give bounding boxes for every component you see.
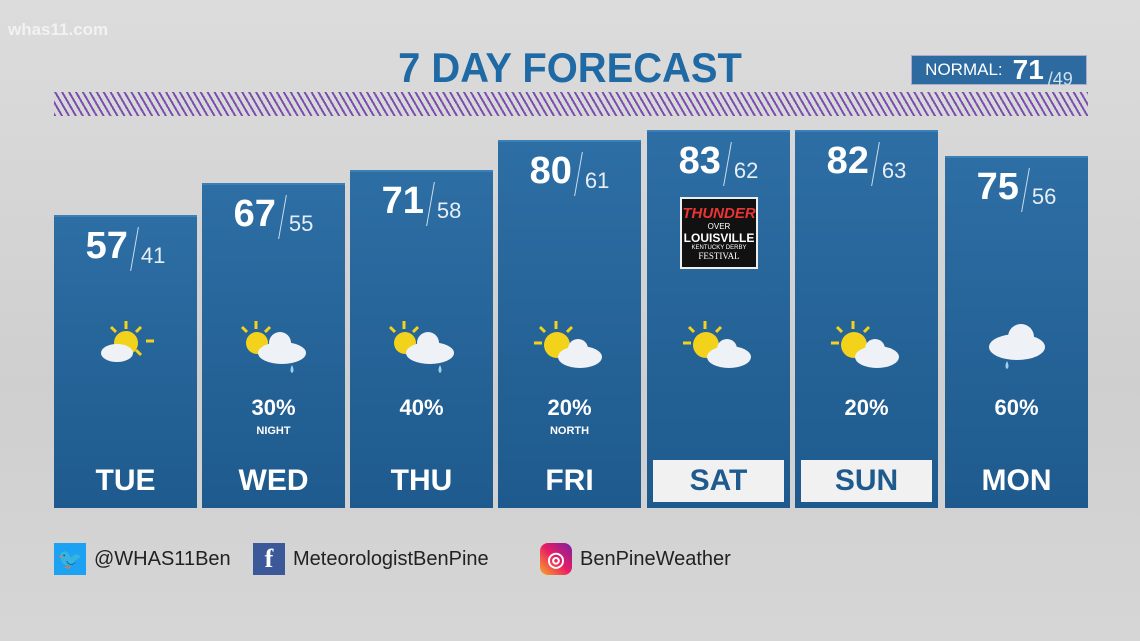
high-temp: 75: [976, 166, 1019, 208]
day-label: WED: [238, 464, 309, 497]
temp-divider: [278, 195, 287, 239]
normal-temps-badge: NORMAL: 71 /49: [911, 54, 1087, 89]
partly-cloudy-icon: [498, 317, 641, 382]
forecast-day-tue: 57 41 TUE: [54, 215, 197, 508]
day-label: TUE: [95, 464, 156, 497]
precip-note: NORTH: [549, 425, 590, 437]
day-label: SUN: [801, 460, 932, 502]
low-temp: 62: [733, 158, 759, 183]
decorative-stripe: [54, 92, 1088, 116]
temp-divider: [130, 227, 139, 271]
low-temp: 41: [140, 243, 166, 268]
day-label: FRI: [545, 464, 594, 497]
normal-high: 71: [1012, 54, 1044, 85]
temp-divider: [871, 142, 880, 186]
forecast-day-wed: 67 55 30% NIGHT WED: [202, 183, 345, 508]
forecast-day-mon: 75 56 60% MON: [945, 156, 1088, 508]
station-logo: whas11.com: [8, 20, 109, 39]
page-title: 7 DAY FORECAST: [398, 44, 742, 91]
precip-note: NIGHT: [256, 425, 291, 437]
high-temp: 83: [678, 140, 721, 182]
sunny-partly-cloudy-icon: [54, 317, 197, 382]
low-temp: 63: [881, 158, 907, 183]
high-temp: 57: [85, 225, 128, 267]
thunder-over-louisville-logo: THUNDER OVER LOUISVILLE KENTUCKY DERBY FESTI…: [680, 197, 758, 269]
low-temp: 61: [584, 168, 610, 193]
normal-low: /49: [1047, 68, 1073, 89]
twitter-handle: 🐦 @WHAS11Ben: [54, 543, 231, 575]
facebook-text: MeteorologistBenPine: [293, 547, 489, 570]
temp-divider: [723, 142, 732, 186]
precip-chance: 20%: [844, 395, 889, 420]
partly-cloudy-shower-icon: [350, 317, 493, 382]
partly-cloudy-icon: [647, 317, 790, 382]
low-temp: 55: [288, 211, 314, 236]
forecast-day-sun: 82 63 20% SUN: [795, 130, 938, 508]
partly-cloudy-shower-icon: [202, 317, 345, 382]
partly-cloudy-icon: [795, 317, 938, 382]
twitter-text: @WHAS11Ben: [94, 547, 231, 570]
temp-divider: [1021, 168, 1030, 212]
temp-divider: [426, 182, 435, 226]
forecast-day-thu: 71 58 40% THU: [350, 170, 493, 508]
day-label: MON: [981, 464, 1052, 497]
facebook-icon: f: [253, 543, 285, 575]
cloud-shower-icon: [945, 317, 1088, 382]
normal-label: NORMAL:: [925, 60, 1003, 79]
twitter-icon: 🐦: [54, 543, 86, 575]
precip-chance: 20%: [547, 395, 592, 420]
instagram-handle: ◎ BenPineWeather: [540, 543, 731, 575]
high-temp: 80: [529, 150, 572, 192]
day-label: THU: [390, 464, 453, 497]
high-temp: 71: [381, 180, 424, 222]
forecast-day-fri: 80 61 20% NORTH FRI: [498, 140, 641, 508]
day-label: SAT: [653, 460, 784, 502]
facebook-handle: f MeteorologistBenPine: [253, 543, 489, 575]
high-temp: 67: [233, 193, 276, 235]
temp-divider: [574, 152, 583, 196]
precip-chance: 30%: [251, 395, 296, 420]
instagram-text: BenPineWeather: [580, 547, 731, 570]
precip-chance: 60%: [994, 395, 1039, 420]
forecast-day-sat: 83 62 THUNDER OVER LOUISVILLE KENTUCKY DERBY…: [647, 130, 790, 508]
low-temp: 56: [1031, 184, 1057, 209]
low-temp: 58: [436, 198, 462, 223]
precip-chance: 40%: [399, 395, 444, 420]
instagram-icon: ◎: [540, 543, 572, 575]
high-temp: 82: [826, 140, 869, 182]
